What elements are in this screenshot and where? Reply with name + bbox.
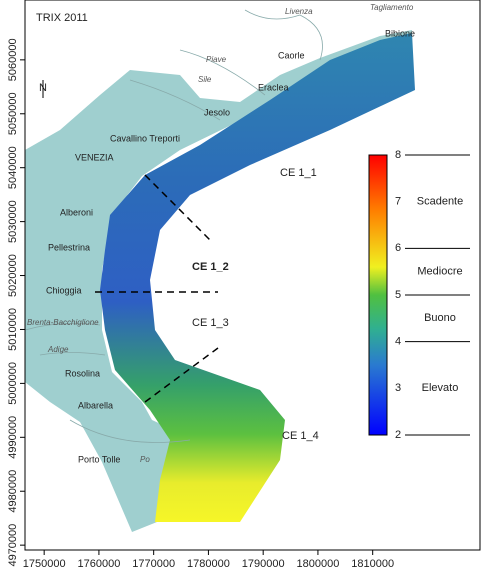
- y-tick-label: 5000000: [7, 362, 19, 405]
- place: VENEZIA: [75, 152, 114, 162]
- map-frame: [24, 0, 481, 551]
- map-title: TRIX 2011: [36, 12, 88, 24]
- colorbar-tick-label: 6: [395, 242, 401, 254]
- colorbar: [368, 154, 388, 436]
- zone-label: CE 1_1: [280, 167, 317, 179]
- y-tick-label: 5010000: [7, 308, 19, 351]
- place: Eraclea: [258, 82, 289, 92]
- colorbar-tick-label: 2: [395, 429, 401, 441]
- place: Cavallino Treporti: [110, 133, 180, 143]
- colorbar-tick-label: 3: [395, 382, 401, 394]
- colorbar-tick-label: 7: [395, 196, 401, 208]
- place: Adige: [47, 345, 69, 354]
- colorbar-tick-label: 4: [395, 336, 401, 348]
- x-tick-label: 1750000: [23, 558, 66, 570]
- place: Chioggia: [46, 285, 82, 295]
- x-tick-label: 1760000: [78, 558, 121, 570]
- place: Brenta-Bacchiglione: [27, 318, 99, 327]
- place: Porto Tolle: [78, 454, 120, 464]
- zone-label: CE 1_4: [282, 430, 319, 442]
- water-plume: [100, 33, 415, 522]
- y-tick-label: 4990000: [7, 416, 19, 459]
- place: Pellestrina: [48, 242, 90, 252]
- zone-label: CE 1_2: [192, 261, 229, 273]
- class-label: Scadente: [417, 196, 463, 208]
- y-tick-label: 5040000: [7, 146, 19, 189]
- colorbar-tick-label: 5: [395, 289, 401, 301]
- x-tick-label: 1810000: [351, 558, 394, 570]
- y-tick-label: 4980000: [7, 470, 19, 513]
- y-tick-label: 5030000: [7, 200, 19, 243]
- x-tick-label: 1770000: [132, 558, 175, 570]
- land: [25, 30, 412, 532]
- y-tick-label: 5020000: [7, 254, 19, 297]
- zone-borders: [95, 174, 219, 403]
- x-tick-label: 1800000: [297, 558, 340, 570]
- class-label: Mediocre: [417, 266, 462, 278]
- place: Tagliamento: [370, 3, 414, 12]
- zone-label: CE 1_3: [192, 317, 229, 329]
- place: Jesolo: [204, 107, 230, 117]
- y-tick-label: 5060000: [7, 38, 19, 81]
- class-label: Elevato: [422, 382, 459, 394]
- rivers: [24, 9, 323, 443]
- place: Sile: [198, 75, 212, 84]
- x-tick-label: 1790000: [242, 558, 285, 570]
- place: Bibione: [385, 28, 415, 38]
- x-tick-label: 1780000: [187, 558, 230, 570]
- class-label: Buono: [424, 312, 456, 324]
- place: Piave: [206, 55, 227, 64]
- place: Livenza: [285, 7, 313, 16]
- y-tick-label: 4970000: [7, 524, 19, 567]
- place: Rosolina: [65, 368, 100, 378]
- y-tick-label: 5050000: [7, 92, 19, 135]
- place: Albarella: [78, 400, 113, 410]
- place: Caorle: [278, 50, 305, 60]
- place: Alberoni: [60, 207, 93, 217]
- place: Po: [140, 455, 150, 464]
- colorbar-tick-label: 8: [395, 149, 401, 161]
